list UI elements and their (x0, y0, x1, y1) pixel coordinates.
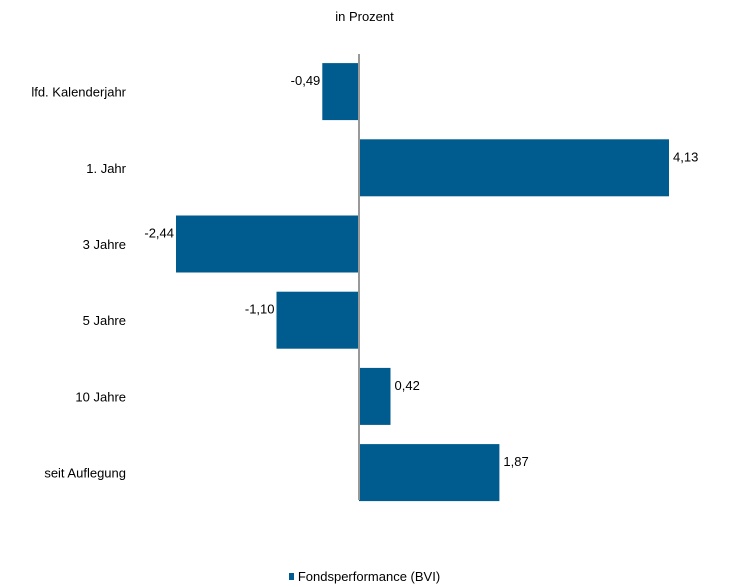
bar-3 (276, 291, 359, 349)
value-label-2: -2,44 (144, 226, 174, 241)
category-label-4: 10 Jahre (75, 389, 126, 404)
category-label-5: seit Auflegung (44, 466, 126, 481)
value-label-4: 0,42 (395, 378, 420, 393)
chart-subtitle: in Prozent (335, 9, 394, 24)
bar-4 (359, 367, 391, 425)
legend: Fondsperformance (BVI) (0, 569, 729, 585)
value-label-0: -0,49 (291, 73, 321, 88)
category-label-0: lfd. Kalenderjahr (31, 85, 126, 100)
category-label-3: 5 Jahre (83, 313, 126, 328)
value-label-1: 4,13 (673, 149, 698, 164)
bar-0 (322, 63, 360, 121)
bar-1 (359, 139, 669, 197)
legend-label: Fondsperformance (BVI) (297, 569, 441, 584)
legend-swatch (288, 573, 294, 580)
value-label-5: 1,87 (503, 454, 528, 469)
category-label-1: 1. Jahr (86, 161, 126, 176)
value-label-3: -1,10 (245, 302, 275, 317)
bar-2 (176, 215, 359, 273)
bar-5 (359, 444, 500, 502)
category-label-2: 3 Jahre (83, 237, 126, 252)
